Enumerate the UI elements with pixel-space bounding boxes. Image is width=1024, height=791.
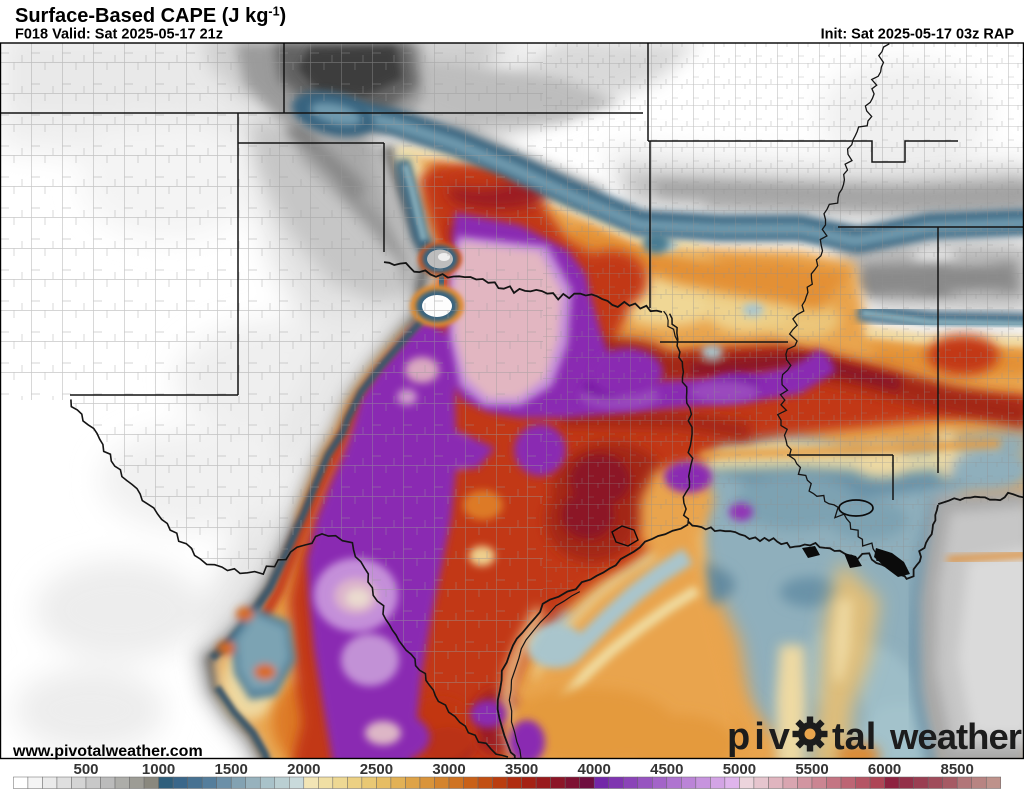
svg-text:8500: 8500	[941, 761, 974, 778]
svg-text:tal: tal	[832, 716, 876, 758]
svg-text:F018 Valid: Sat 2025-05-17 21z: F018 Valid: Sat 2025-05-17 21z	[15, 27, 223, 43]
svg-text:4000: 4000	[578, 761, 611, 778]
svg-text:4500: 4500	[650, 761, 683, 778]
svg-text:3500: 3500	[505, 761, 538, 778]
svg-text:1500: 1500	[215, 761, 248, 778]
svg-text:2500: 2500	[360, 761, 393, 778]
svg-text:1000: 1000	[142, 761, 175, 778]
svg-text:3000: 3000	[432, 761, 465, 778]
svg-text:Surface-Based CAPE (J kg-1): Surface-Based CAPE (J kg-1)	[15, 5, 286, 28]
svg-text:5000: 5000	[723, 761, 756, 778]
svg-text:www.pivotalweather.com: www.pivotalweather.com	[12, 743, 203, 760]
svg-text:piv: piv	[727, 716, 794, 758]
svg-text:Init: Sat 2025-05-17 03z RAP: Init: Sat 2025-05-17 03z RAP	[821, 27, 1015, 43]
svg-text:2000: 2000	[287, 761, 320, 778]
svg-text:5500: 5500	[795, 761, 828, 778]
svg-text:weather: weather	[889, 716, 1022, 757]
svg-text:6000: 6000	[868, 761, 901, 778]
svg-text:500: 500	[73, 761, 98, 778]
